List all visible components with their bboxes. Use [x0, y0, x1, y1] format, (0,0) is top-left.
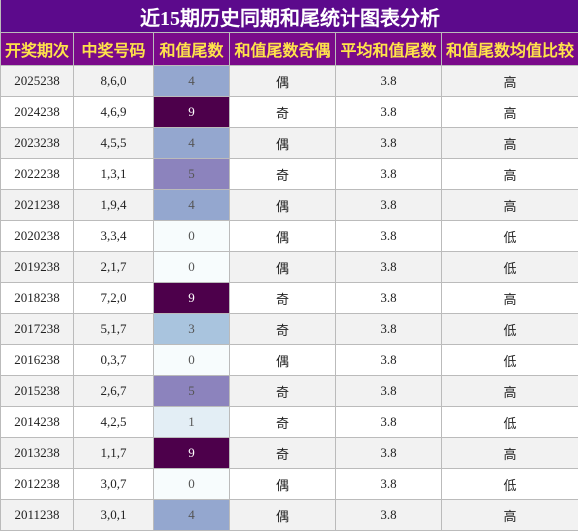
table-cell: 偶 [230, 469, 336, 500]
table-cell: 3.8 [336, 252, 442, 283]
table-cell: 偶 [230, 190, 336, 221]
table-cell: 2025238 [1, 66, 74, 97]
table-cell: 高 [442, 283, 578, 314]
table-cell: 2016238 [1, 345, 74, 376]
sum-tail-cell: 4 [154, 66, 230, 97]
table-cell: 3,0,7 [74, 469, 154, 500]
table-cell: 低 [442, 345, 578, 376]
table-cell: 2015238 [1, 376, 74, 407]
table-cell: 3.8 [336, 345, 442, 376]
table-cell: 3.8 [336, 438, 442, 469]
table-title: 近15期历史同期和尾统计图表分析 [1, 0, 578, 33]
table-cell: 高 [442, 376, 578, 407]
sum-tail-cell: 9 [154, 97, 230, 128]
sum-tail-cell: 4 [154, 190, 230, 221]
table-cell: 2018238 [1, 283, 74, 314]
sum-tail-cell: 1 [154, 407, 230, 438]
table-cell: 2024238 [1, 97, 74, 128]
table-cell: 低 [442, 252, 578, 283]
table-cell: 偶 [230, 221, 336, 252]
sum-tail-cell: 0 [154, 345, 230, 376]
table-cell: 4,6,9 [74, 97, 154, 128]
table-cell: 低 [442, 221, 578, 252]
sum-tail-cell: 4 [154, 500, 230, 531]
table-cell: 4,5,5 [74, 128, 154, 159]
table-cell: 3.8 [336, 469, 442, 500]
table-cell: 2012238 [1, 469, 74, 500]
table-cell: 奇 [230, 376, 336, 407]
table-cell: 5,1,7 [74, 314, 154, 345]
sum-tail-cell: 9 [154, 283, 230, 314]
table-cell: 3,3,4 [74, 221, 154, 252]
sum-tail-cell: 5 [154, 376, 230, 407]
table-cell: 偶 [230, 128, 336, 159]
table-cell: 2017238 [1, 314, 74, 345]
table-cell: 2013238 [1, 438, 74, 469]
table-cell: 高 [442, 159, 578, 190]
table-cell: 偶 [230, 345, 336, 376]
table-cell: 高 [442, 66, 578, 97]
column-header: 和值尾数奇偶 [230, 33, 336, 66]
table-cell: 奇 [230, 283, 336, 314]
table-cell: 3.8 [336, 500, 442, 531]
sum-tail-cell: 0 [154, 221, 230, 252]
table-cell: 3.8 [336, 66, 442, 97]
table-cell: 偶 [230, 500, 336, 531]
table-cell: 2,6,7 [74, 376, 154, 407]
table-cell: 1,1,7 [74, 438, 154, 469]
sum-tail-cell: 9 [154, 438, 230, 469]
table-cell: 偶 [230, 66, 336, 97]
table-cell: 2011238 [1, 500, 74, 531]
table-cell: 3.8 [336, 97, 442, 128]
table-cell: 3.8 [336, 159, 442, 190]
table-cell: 1,9,4 [74, 190, 154, 221]
table-cell: 高 [442, 97, 578, 128]
table-cell: 高 [442, 500, 578, 531]
column-header: 开奖期次 [1, 33, 74, 66]
table-cell: 奇 [230, 314, 336, 345]
table-cell: 2014238 [1, 407, 74, 438]
table-cell: 低 [442, 469, 578, 500]
table-cell: 2022238 [1, 159, 74, 190]
column-header: 中奖号码 [74, 33, 154, 66]
table-cell: 2023238 [1, 128, 74, 159]
table-cell: 3.8 [336, 376, 442, 407]
column-header: 和值尾数 [154, 33, 230, 66]
table-cell: 7,2,0 [74, 283, 154, 314]
table-cell: 3.8 [336, 407, 442, 438]
table-cell: 3.8 [336, 314, 442, 345]
table-cell: 奇 [230, 438, 336, 469]
table-cell: 奇 [230, 97, 336, 128]
table-cell: 3.8 [336, 221, 442, 252]
sum-tail-cell: 0 [154, 252, 230, 283]
sum-tail-cell: 5 [154, 159, 230, 190]
table-cell: 3.8 [336, 190, 442, 221]
table-cell: 8,6,0 [74, 66, 154, 97]
column-header: 平均和值尾数 [336, 33, 442, 66]
table-cell: 2019238 [1, 252, 74, 283]
table-cell: 高 [442, 190, 578, 221]
table-cell: 2,1,7 [74, 252, 154, 283]
table-cell: 1,3,1 [74, 159, 154, 190]
table-cell: 3.8 [336, 128, 442, 159]
table-cell: 低 [442, 407, 578, 438]
table-cell: 4,2,5 [74, 407, 154, 438]
table-cell: 0,3,7 [74, 345, 154, 376]
table-cell: 2021238 [1, 190, 74, 221]
sum-tail-cell: 4 [154, 128, 230, 159]
sum-tail-cell: 3 [154, 314, 230, 345]
column-header: 和值尾数均值比较 [442, 33, 578, 66]
table-cell: 2020238 [1, 221, 74, 252]
table-cell: 高 [442, 128, 578, 159]
table-cell: 低 [442, 314, 578, 345]
table-cell: 奇 [230, 407, 336, 438]
sum-tail-cell: 0 [154, 469, 230, 500]
table-cell: 3.8 [336, 283, 442, 314]
table-cell: 3,0,1 [74, 500, 154, 531]
table-cell: 奇 [230, 159, 336, 190]
table-cell: 偶 [230, 252, 336, 283]
table-cell: 高 [442, 438, 578, 469]
